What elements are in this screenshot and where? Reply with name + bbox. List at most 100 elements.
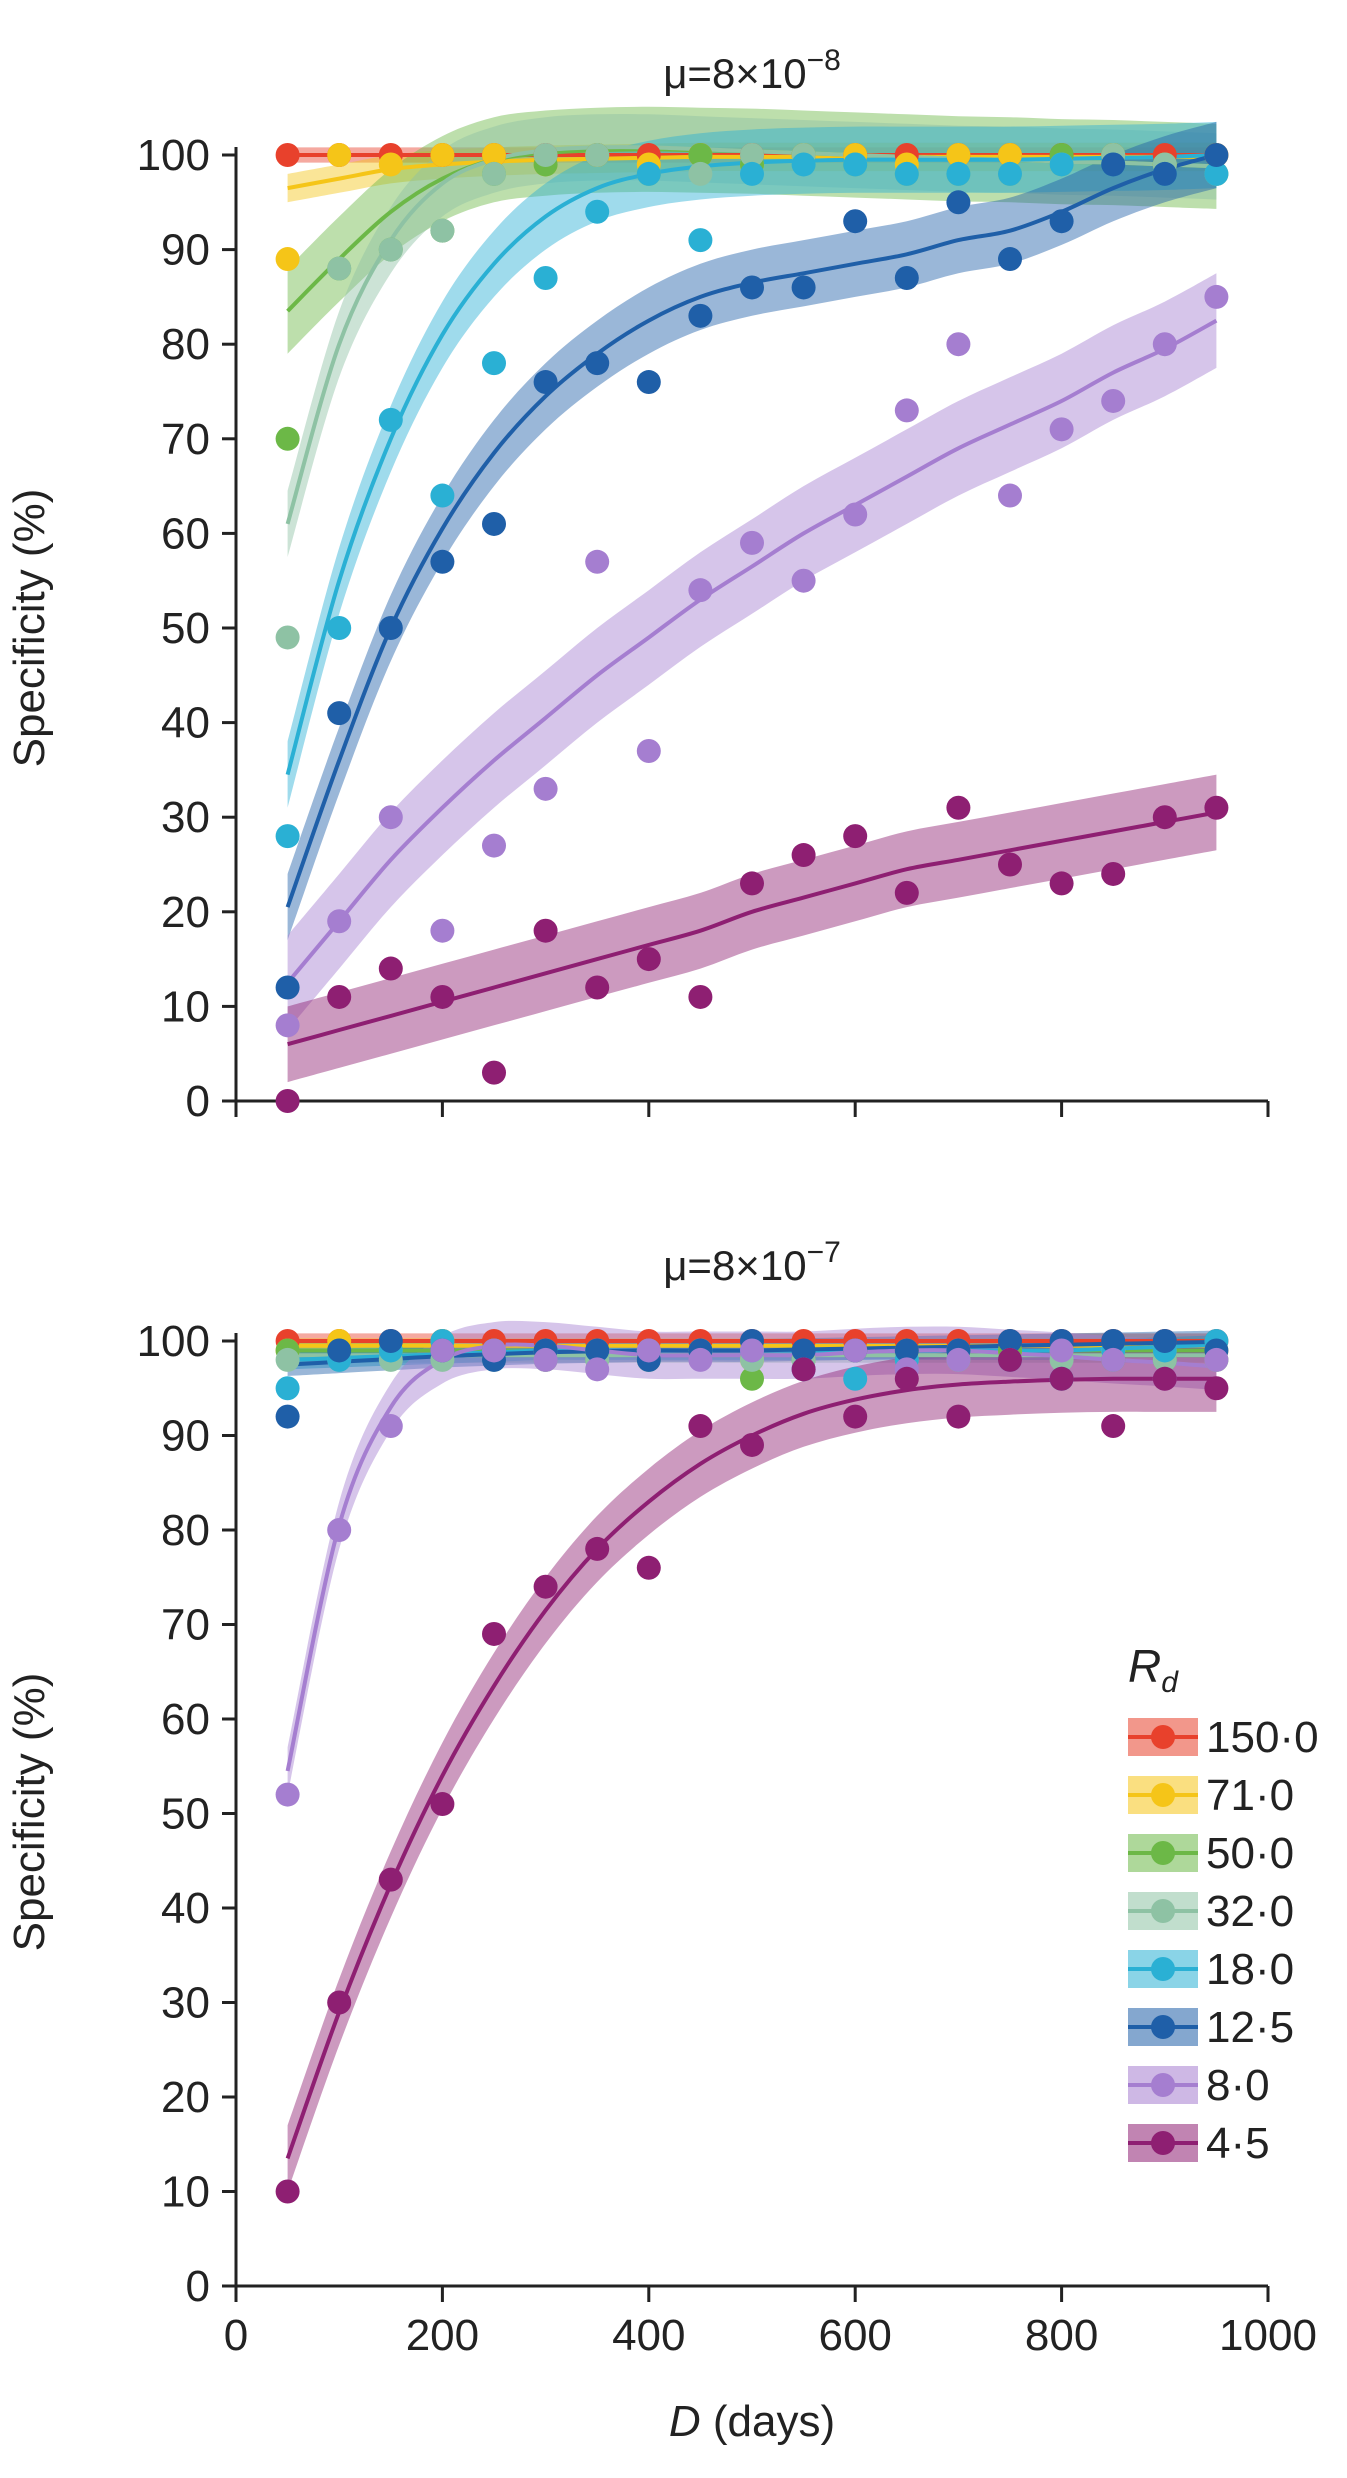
data-point <box>430 1792 455 1817</box>
data-point <box>275 247 300 272</box>
legend-label: 4·5 <box>1206 2119 1270 2168</box>
x-tick-label: 400 <box>612 2311 685 2360</box>
data-points-5 <box>275 143 1229 1000</box>
data-point <box>533 143 558 167</box>
data-point <box>1204 1347 1229 1372</box>
legend-swatch-dot <box>1151 2015 1175 2039</box>
data-point <box>275 1376 300 1401</box>
data-point <box>946 1404 971 1429</box>
data-point <box>1101 1414 1126 1439</box>
data-point <box>636 738 661 763</box>
data-point <box>1101 861 1126 886</box>
y-axis-label: Specificity (%) <box>5 1673 54 1952</box>
data-point <box>482 1621 506 1646</box>
confidence-band-7 <box>287 774 1217 1083</box>
data-point <box>585 1338 610 1363</box>
legend-label: 32·0 <box>1206 1887 1294 1936</box>
data-point <box>636 161 661 186</box>
data-point <box>275 1089 300 1113</box>
data-point <box>1049 417 1074 442</box>
legend-label: 12·5 <box>1206 2003 1294 2052</box>
legend-item: 32·0 <box>1128 1887 1294 1936</box>
data-point <box>1152 805 1177 830</box>
legend-label: 71·0 <box>1206 1771 1294 1820</box>
data-point <box>327 1338 352 1363</box>
x-tick-label: 0 <box>224 2311 248 2360</box>
data-point <box>791 275 816 300</box>
data-point <box>998 161 1022 186</box>
data-point <box>327 701 352 726</box>
legend-title-sub: d <box>1161 1666 1179 1699</box>
data-point <box>636 1555 661 1580</box>
data-point <box>636 370 661 395</box>
data-point <box>585 1357 610 1382</box>
data-point <box>327 909 352 934</box>
data-point <box>275 426 300 451</box>
data-point <box>378 407 403 432</box>
legend-item: 4·5 <box>1128 2119 1270 2168</box>
data-point <box>275 975 300 1000</box>
data-points-7 <box>275 1347 1229 2204</box>
panel-title-exponent: −8 <box>807 44 841 77</box>
data-point <box>894 161 919 186</box>
data-point <box>585 1536 610 1561</box>
data-point <box>1049 1338 1074 1363</box>
data-point <box>843 824 868 849</box>
data-point <box>275 2179 300 2204</box>
x-tick-label: 200 <box>406 2311 479 2360</box>
data-point <box>430 143 455 167</box>
data-point <box>946 795 971 820</box>
data-point <box>791 1338 816 1363</box>
legend-label: 18·0 <box>1206 1945 1294 1994</box>
y-tick-label: 20 <box>161 2073 210 2122</box>
data-point <box>1152 161 1177 186</box>
data-point <box>275 625 300 650</box>
data-point <box>482 143 506 167</box>
confidence-band-6 <box>287 273 1217 1030</box>
y-tick-label: 90 <box>161 226 210 275</box>
data-point <box>327 1518 352 1542</box>
data-point <box>378 1414 403 1439</box>
data-point <box>275 1404 300 1429</box>
data-point <box>998 483 1022 508</box>
data-point <box>998 247 1022 272</box>
data-point <box>1204 1376 1229 1401</box>
data-point <box>430 1338 455 1363</box>
data-point <box>327 1990 352 2015</box>
data-point <box>378 616 403 640</box>
legend-item: 150·0 <box>1128 1713 1319 1762</box>
data-point <box>430 483 455 508</box>
y-tick-label: 60 <box>161 1695 210 1744</box>
data-point <box>740 143 764 167</box>
legend-swatch-dot <box>1151 1725 1175 1749</box>
legend-title: Rd <box>1128 1640 1179 1699</box>
data-point <box>430 549 455 574</box>
data-point <box>946 161 971 186</box>
data-point <box>585 143 610 167</box>
data-point <box>378 956 403 981</box>
data-point <box>998 852 1022 877</box>
legend-swatch-dot <box>1151 1783 1175 1807</box>
data-point <box>894 1338 919 1363</box>
legend-item: 8·0 <box>1128 2061 1270 2110</box>
y-tick-label: 70 <box>161 1601 210 1650</box>
data-point <box>327 616 352 640</box>
y-tick-label: 100 <box>137 131 210 180</box>
data-point <box>740 275 764 300</box>
data-point <box>740 1366 764 1391</box>
data-point <box>1101 1329 1126 1353</box>
data-point <box>1204 795 1229 820</box>
panel-title-base: μ=8×10 <box>663 50 806 97</box>
data-point <box>482 833 506 858</box>
y-tick-label: 50 <box>161 604 210 653</box>
data-point <box>688 161 713 186</box>
y-tick-label: 40 <box>161 699 210 748</box>
data-point <box>843 152 868 177</box>
data-point <box>430 984 455 1009</box>
panel-title-base: μ=8×10 <box>663 1242 806 1289</box>
data-point <box>430 918 455 943</box>
confidence-band-4 <box>287 121 1217 808</box>
series-layer <box>275 1320 1229 2204</box>
confidence-band-6 <box>287 1320 1217 1795</box>
